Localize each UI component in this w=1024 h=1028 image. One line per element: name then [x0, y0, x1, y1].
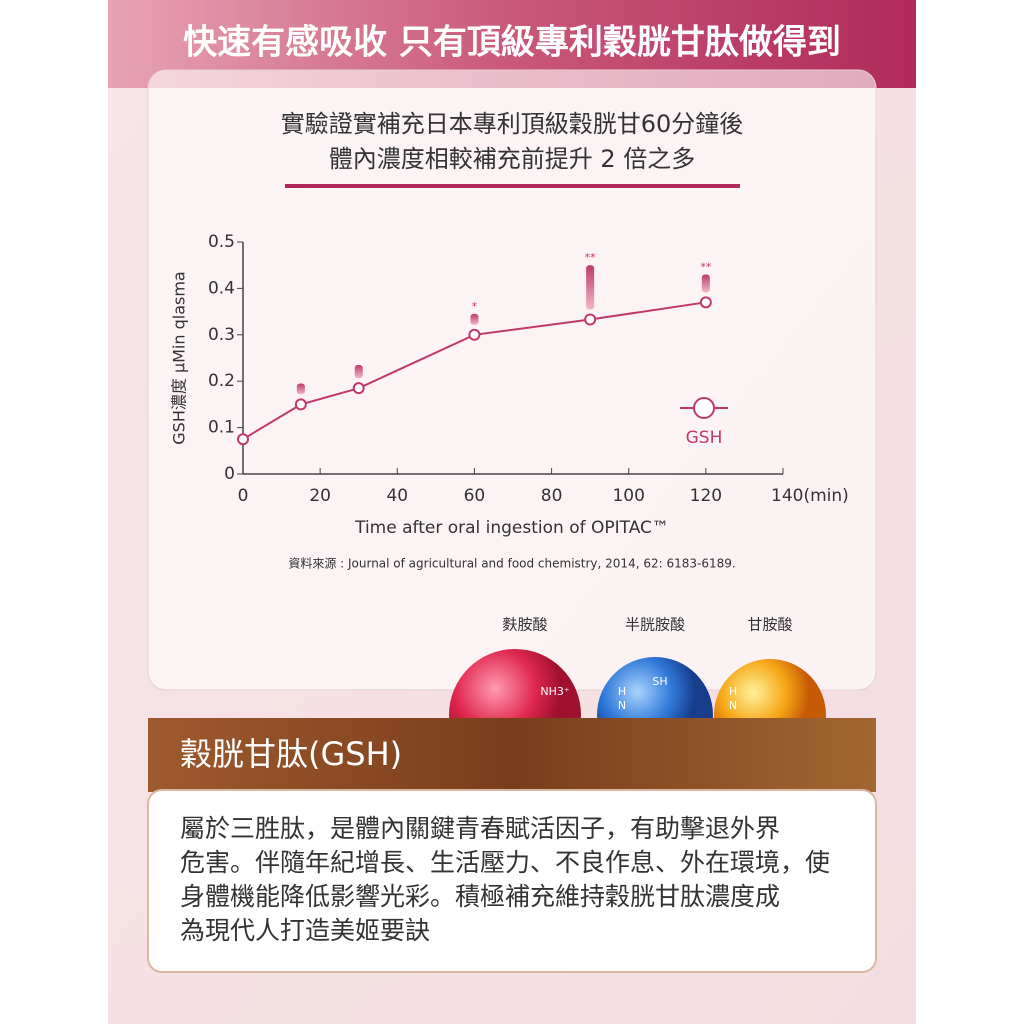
point [584, 313, 597, 326]
significance: ** [700, 260, 712, 273]
body-text: 屬於三胜肽，是體內關鍵青春賦活因子，有助擊退外界危害。伴隨年紀增長、生活壓力、不… [180, 814, 830, 945]
error-bar [354, 364, 363, 379]
x-tick-label: 120 [690, 486, 722, 506]
molecule-atom: H [729, 685, 737, 698]
molecule-atom: N [618, 699, 626, 712]
point [352, 382, 365, 395]
y-axis-label: GSH濃度 μMin qlasma [170, 271, 189, 444]
molecule-label: 麩胺酸 [502, 616, 547, 634]
body-line: 屬於三胜肽，是體內關鍵青春賦活因子，有助擊退外界 [180, 814, 780, 843]
x-tick-label: 100 [612, 486, 644, 506]
x-tick-label: 40 [386, 486, 408, 506]
point [468, 328, 481, 341]
molecule-label: 半胱胺酸 [625, 616, 685, 634]
y-tick-label: 0.5 [208, 232, 235, 252]
header-title: 快速有感吸收 只有頂級專利穀胱甘肽做得到 [183, 23, 841, 63]
x-tick-label: 140(min) [771, 486, 849, 506]
point [294, 398, 307, 411]
point [237, 433, 249, 446]
molecule-label: 甘胺酸 [747, 616, 792, 634]
error-bar [470, 313, 479, 325]
body-line: 危害。伴隨年紀增長、生活壓力、不良作息、外在環境，使 [180, 848, 830, 877]
x-axis-label: Time after oral ingestion of OPITAC™ [354, 518, 669, 538]
y-tick-label: 0 [224, 464, 235, 484]
y-tick-label: 0.1 [208, 418, 235, 438]
significance: ** [585, 251, 597, 264]
error-bar [586, 265, 595, 310]
y-tick-label: 0.3 [208, 325, 235, 345]
molecule-atom: NH3⁺ [540, 685, 569, 698]
molecule-atom: N [729, 699, 737, 712]
significance: * [472, 300, 478, 313]
chart: 0 0.1 0.2 0.3 0.4 0.5 0 20 40 60 80 100 120 140(min) T… [170, 232, 849, 571]
subtitle: 體內濃度相較補充前提升 2 倍之多 [329, 145, 696, 173]
molecule-atom: H [618, 685, 626, 698]
point [699, 296, 712, 309]
section-title: 穀胱甘肽(GSH) [180, 735, 402, 773]
legend-label: GSH [686, 428, 723, 448]
body-line: 為現代人打造美姬要訣 [180, 916, 430, 945]
molecule-atom: SH [652, 675, 667, 688]
body-box [147, 789, 877, 973]
source: 資料來源 : Journal of agricultural and food … [288, 557, 735, 571]
section-band [148, 718, 876, 792]
y-tick-label: 0.4 [208, 278, 235, 298]
body-line: 身體機能降低影響光彩。積極補充維持穀胱甘肽濃度成 [180, 882, 780, 911]
line [242, 301, 707, 441]
legend-marker [693, 397, 715, 419]
underline [285, 184, 740, 188]
x-tick-label: 20 [309, 486, 331, 506]
error-bar [701, 274, 710, 293]
x-tick-label: 80 [541, 486, 563, 506]
error-bar [296, 383, 305, 395]
subtitle: 實驗證實補充日本專利頂級穀胱甘60分鐘後 [281, 110, 744, 138]
x-tick-label: 60 [464, 486, 486, 506]
x-tick-label: 0 [238, 486, 249, 506]
y-tick-label: 0.2 [208, 371, 235, 391]
